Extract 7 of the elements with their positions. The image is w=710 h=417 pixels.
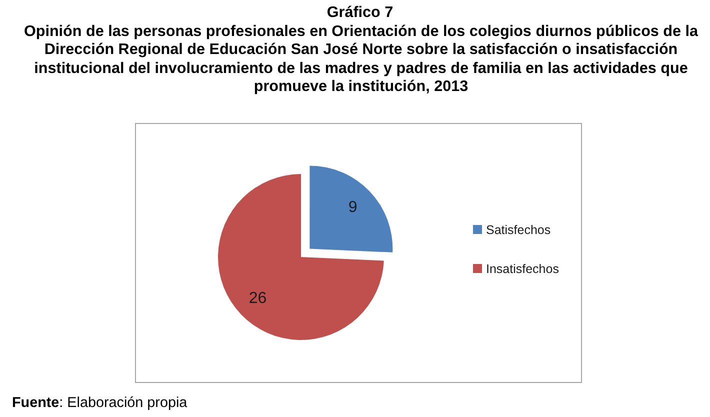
data-label: 9 [348,198,358,216]
data-label: 26 [248,290,267,307]
chart-subtitle: Opinión de las personas profesionales en Orientación de los colegios diurnos públicos de la Dirección Regional de Educación San José Norte sobre la satisfacción o insatisfacción institucional del involucramiento de las madres y padres de familia en las actividades que promueve la institución, 2013 [22,23,700,96]
chart-title: Gráfico 7 [326,4,394,22]
legend-label: Insatisfechos [486,262,559,276]
source-note: Fuente: Elaboración propia [12,394,188,412]
legend-label: Satisfechos [486,222,551,236]
